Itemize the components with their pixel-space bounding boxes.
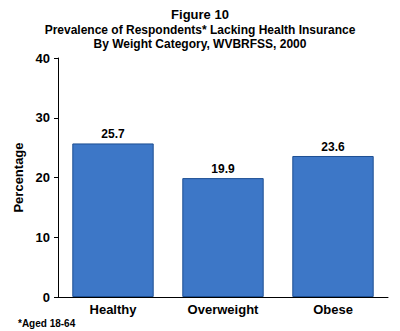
svg-text:19.9: 19.9 (211, 162, 235, 176)
svg-text:Figure 10: Figure 10 (171, 7, 229, 22)
svg-text:Overweight: Overweight (188, 302, 259, 317)
svg-text:Obese: Obese (313, 302, 353, 317)
svg-text:23.6: 23.6 (321, 140, 345, 154)
svg-text:10: 10 (36, 230, 50, 245)
svg-text:By Weight Category, WVBRFSS, 2: By Weight Category, WVBRFSS, 2000 (94, 37, 307, 51)
svg-text:Healthy: Healthy (90, 302, 138, 317)
svg-text:Percentage: Percentage (11, 142, 26, 212)
svg-text:20: 20 (36, 170, 50, 185)
svg-text:*Aged 18-64: *Aged 18-64 (18, 318, 76, 329)
svg-text:25.7: 25.7 (101, 127, 125, 141)
svg-text:40: 40 (36, 51, 50, 66)
svg-text:0: 0 (43, 290, 50, 305)
svg-text:30: 30 (36, 110, 50, 125)
svg-text:Prevalence of Respondents* Lac: Prevalence of Respondents* Lacking Healt… (45, 23, 356, 37)
